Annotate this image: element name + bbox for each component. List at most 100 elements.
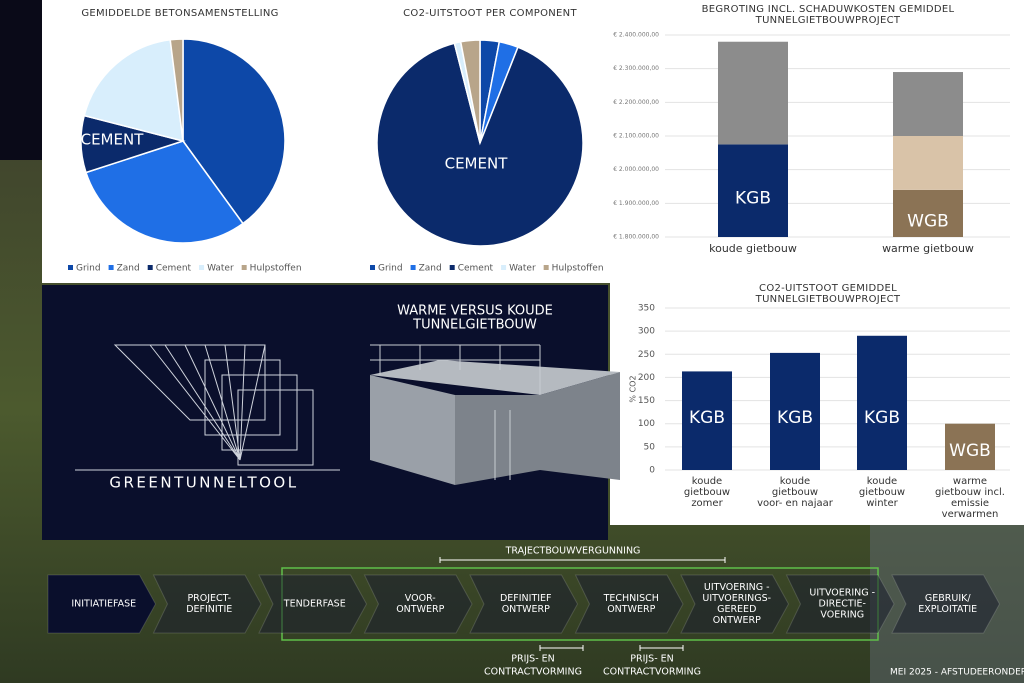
step-label: EXPLOITATIE	[918, 604, 977, 615]
y-tick-label: € 2.200.000,00	[613, 99, 659, 106]
logo-graphic	[75, 344, 340, 471]
y-tick-label: 250	[638, 350, 655, 360]
legend-label: Grind	[378, 264, 403, 274]
x-tick-label: warme gietbouw	[882, 242, 974, 255]
step-label: ONTWERP	[607, 604, 655, 615]
legend-label: Water	[207, 264, 234, 274]
y-tick-label: 150	[638, 396, 655, 406]
y-tick-label: € 2.000.000,00	[613, 166, 659, 173]
bracket	[539, 645, 584, 651]
y-axis-label: % CO2	[629, 375, 638, 402]
bracket-label: CONTRACTVORMING	[484, 667, 582, 678]
legend-swatch	[108, 265, 114, 270]
legend-swatch	[410, 265, 416, 270]
x-tick-label: winter	[866, 498, 898, 509]
x-tick-label: koude	[780, 476, 810, 487]
legend-swatch	[199, 265, 205, 270]
bar	[770, 352, 820, 470]
step-label: UITVOERING -	[704, 582, 770, 593]
step-label: TENDERFASE	[283, 599, 346, 610]
bar-label: KGB	[777, 408, 813, 428]
x-tick-label: koude	[692, 476, 722, 487]
x-tick-label: warme	[953, 476, 987, 487]
legend-swatch	[241, 265, 247, 270]
bar	[857, 335, 907, 470]
bar-segment	[893, 136, 963, 190]
x-tick-label: koude gietbouw	[709, 242, 797, 255]
bar-segment	[893, 189, 963, 237]
y-tick-label: 50	[644, 442, 656, 452]
legend-label: Hulpstoffen	[552, 264, 604, 274]
x-tick-label: gietbouw incl.	[935, 487, 1005, 498]
legend-label: Grind	[76, 264, 101, 274]
bracket-label: TRAJECTBOUWVERGUNNING	[505, 546, 641, 557]
chart-title: BEGROTING INCL. SCHADUWKOSTEN GEMIDDEL	[702, 4, 955, 15]
step-label: ONTWERP	[713, 615, 761, 626]
x-tick-label: verwarmen	[942, 509, 999, 520]
step-label: UITVOERINGS-	[702, 593, 771, 604]
step-label: GEBRUIK/	[925, 593, 971, 604]
y-tick-label: € 1.900.000,00	[613, 200, 659, 207]
bar-label: KGB	[864, 408, 900, 428]
y-tick-label: € 2.100.000,00	[613, 133, 659, 140]
x-tick-label: emissie	[951, 498, 989, 509]
pie-slice	[169, 38, 184, 142]
x-tick-label: gietbouw	[684, 487, 730, 498]
bar-segment	[718, 41, 788, 145]
pie-slice	[83, 38, 184, 143]
process-step	[152, 574, 262, 634]
x-tick-label: koude	[867, 476, 897, 487]
legend-label: Water	[509, 264, 536, 274]
process-step	[785, 574, 895, 634]
step-label: INITIATIEFASE	[71, 599, 136, 610]
step-label: PROJECT-	[187, 593, 231, 604]
logo-text: GREENTUNNELTOOL	[109, 474, 298, 492]
x-tick-label: zomer	[691, 498, 723, 509]
bar-label: KGB	[689, 408, 725, 428]
bracket	[639, 645, 684, 651]
legend-label: Cement	[156, 264, 192, 274]
pie-slice	[85, 140, 245, 244]
step-label: DEFINITIEF	[500, 593, 552, 604]
legend-swatch	[449, 265, 455, 270]
process-step	[469, 574, 579, 634]
footer: MEI 2025 - AFSTUDEERONDERZOEK EMMA VAN A…	[890, 668, 1024, 678]
step-label: DIRECTIE-	[819, 599, 866, 610]
step-label: UITVOERING -	[809, 588, 875, 599]
panel-title: TUNNELGIETBOUW	[412, 318, 537, 333]
dark-strip	[0, 0, 42, 160]
bar-segment	[893, 72, 963, 136]
legend-label: Zand	[117, 264, 140, 274]
step-label: GEREED	[717, 604, 756, 615]
step-label: ONTWERP	[396, 604, 444, 615]
pie-slice	[376, 42, 584, 247]
bracket-label: PRIJS- EN	[630, 654, 674, 665]
slice-label: CEMENT	[445, 155, 509, 173]
step-label: VOOR-	[405, 593, 436, 604]
chart-title: CO2-UITSTOOT GEMIDDEL	[759, 283, 897, 294]
panel-title: WARME VERSUS KOUDE	[397, 304, 553, 319]
bracket	[439, 557, 726, 563]
pie-slice	[182, 38, 286, 225]
legend-label: Hulpstoffen	[250, 264, 302, 274]
y-tick-label: € 2.300.000,00	[613, 65, 659, 72]
step-label: VOERING	[820, 610, 864, 621]
legend-swatch	[68, 265, 73, 270]
chart-title: TUNNELGIETBOUWPROJECT	[755, 15, 901, 26]
chart-title: GEMIDDELDE BETONSAMENSTELLING	[81, 8, 278, 19]
legend-label: Zand	[419, 264, 442, 274]
process-step	[363, 574, 473, 634]
legend-swatch	[147, 265, 153, 270]
legend-swatch	[370, 265, 375, 270]
bar-label: WGB	[949, 441, 991, 461]
y-tick-label: 350	[638, 304, 655, 314]
legend-swatch	[501, 265, 507, 270]
process-step	[47, 574, 157, 634]
segment-label: WGB	[907, 211, 949, 231]
step-label: ONTWERP	[502, 604, 550, 615]
bar	[682, 371, 732, 470]
legend-label: Cement	[458, 264, 494, 274]
x-tick-label: voor- en najaar	[757, 498, 834, 509]
